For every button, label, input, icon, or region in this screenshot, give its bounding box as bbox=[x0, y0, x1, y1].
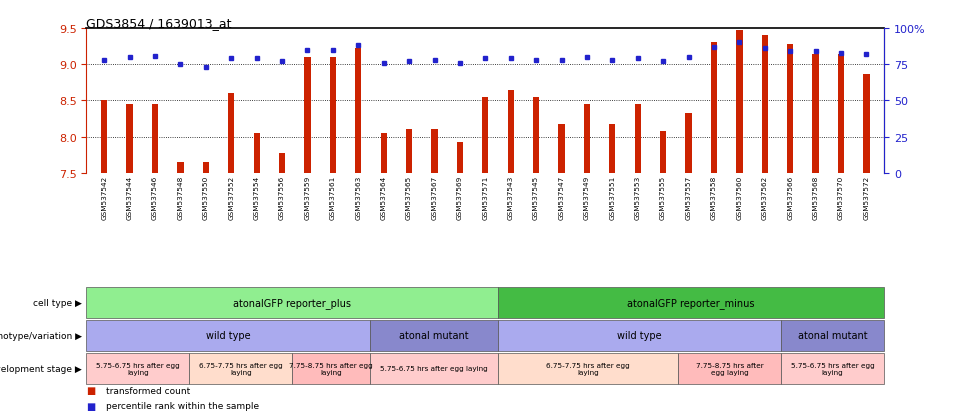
Bar bbox=[787, 45, 794, 173]
Text: ■: ■ bbox=[86, 385, 96, 395]
Bar bbox=[356, 49, 361, 173]
Text: 5.75-6.75 hrs after egg
laying: 5.75-6.75 hrs after egg laying bbox=[96, 362, 180, 375]
Bar bbox=[736, 31, 743, 173]
Text: cell type ▶: cell type ▶ bbox=[33, 298, 82, 307]
Text: 7.75-8.75 hrs after
egg laying: 7.75-8.75 hrs after egg laying bbox=[696, 362, 764, 375]
Text: transformed count: transformed count bbox=[106, 386, 190, 395]
Text: atonalGFP reporter_minus: atonalGFP reporter_minus bbox=[628, 297, 755, 308]
Bar bbox=[583, 105, 590, 173]
Bar bbox=[558, 125, 565, 173]
Bar bbox=[812, 55, 819, 173]
Bar bbox=[507, 90, 514, 173]
Bar bbox=[838, 55, 844, 173]
Bar bbox=[660, 131, 666, 173]
Text: atonal mutant: atonal mutant bbox=[798, 330, 868, 341]
Bar bbox=[101, 101, 108, 173]
Bar bbox=[456, 142, 463, 173]
Bar bbox=[330, 58, 336, 173]
Bar bbox=[634, 105, 641, 173]
Bar bbox=[305, 58, 310, 173]
Bar bbox=[685, 114, 692, 173]
Text: 6.75-7.75 hrs after egg
laying: 6.75-7.75 hrs after egg laying bbox=[199, 362, 283, 375]
Bar bbox=[609, 125, 615, 173]
Bar bbox=[533, 97, 539, 173]
Text: percentile rank within the sample: percentile rank within the sample bbox=[106, 401, 259, 410]
Bar bbox=[177, 163, 184, 173]
Bar bbox=[431, 130, 437, 173]
Bar bbox=[228, 94, 234, 173]
Text: development stage ▶: development stage ▶ bbox=[0, 364, 82, 373]
Text: ■: ■ bbox=[86, 401, 96, 411]
Bar bbox=[761, 36, 768, 173]
Bar bbox=[482, 97, 488, 173]
Text: atonal mutant: atonal mutant bbox=[399, 330, 469, 341]
Bar bbox=[254, 134, 259, 173]
Bar bbox=[381, 134, 387, 173]
Text: GDS3854 / 1639013_at: GDS3854 / 1639013_at bbox=[86, 17, 232, 29]
Text: atonalGFP reporter_plus: atonalGFP reporter_plus bbox=[234, 297, 352, 308]
Bar bbox=[279, 153, 285, 173]
Text: 6.75-7.75 hrs after egg
laying: 6.75-7.75 hrs after egg laying bbox=[547, 362, 630, 375]
Text: 7.75-8.75 hrs after egg
laying: 7.75-8.75 hrs after egg laying bbox=[289, 362, 373, 375]
Bar bbox=[152, 105, 159, 173]
Bar bbox=[406, 130, 412, 173]
Text: 5.75-6.75 hrs after egg
laying: 5.75-6.75 hrs after egg laying bbox=[791, 362, 875, 375]
Bar bbox=[127, 105, 133, 173]
Bar bbox=[863, 74, 870, 173]
Text: wild type: wild type bbox=[206, 330, 250, 341]
Text: 5.75-6.75 hrs after egg laying: 5.75-6.75 hrs after egg laying bbox=[380, 366, 488, 372]
Bar bbox=[711, 43, 717, 173]
Text: wild type: wild type bbox=[617, 330, 662, 341]
Bar bbox=[203, 163, 209, 173]
Text: genotype/variation ▶: genotype/variation ▶ bbox=[0, 331, 82, 340]
